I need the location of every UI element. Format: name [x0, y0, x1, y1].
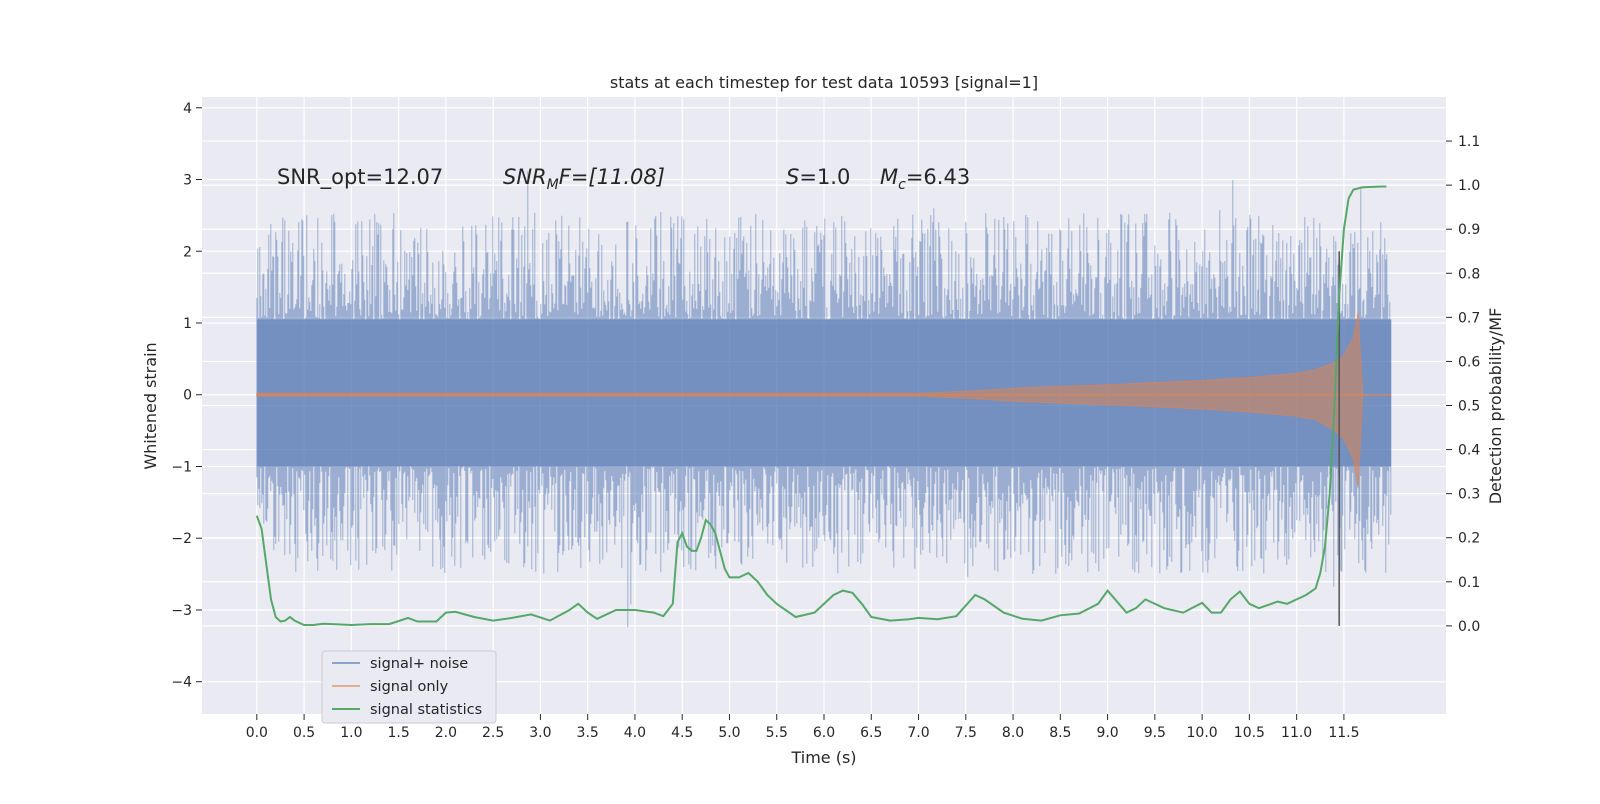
snr-mf-subscript: M — [547, 177, 559, 193]
x-tick-label: 1.0 — [340, 725, 362, 741]
y-right-tick-label: 1.1 — [1458, 134, 1480, 150]
y-right-tick-label: 0.7 — [1458, 310, 1480, 326]
mc-annotation: Mc=6.43 — [880, 165, 970, 193]
y-left-tick-label: −2 — [171, 531, 192, 547]
legend-box — [321, 650, 497, 724]
signal-statistics-series — [255, 185, 1387, 627]
y-right-tick-label: 0.2 — [1458, 531, 1480, 547]
x-tick-label: 4.5 — [671, 725, 693, 741]
x-tick-label: 7.0 — [907, 725, 929, 741]
y-left-tick-label: 4 — [183, 101, 192, 117]
y-axis-left-title: Whitened strain — [141, 342, 160, 469]
x-tick-label: 2.5 — [482, 725, 504, 741]
y-right-tick-label: 0.9 — [1458, 222, 1480, 238]
y-right-tick-label: 0.8 — [1458, 266, 1480, 282]
y-left-tick-label: 3 — [183, 173, 192, 189]
x-tick-label: 10.5 — [1234, 725, 1265, 741]
x-tick-label: 2.0 — [435, 725, 457, 741]
x-tick-label: 7.5 — [955, 725, 977, 741]
legend-label-signal-noise: signal+ noise — [370, 656, 468, 672]
x-tick-label: 5.5 — [766, 725, 788, 741]
x-tick-label: 3.5 — [577, 725, 599, 741]
y-left-tick-label: −4 — [171, 675, 192, 691]
y-right-tick-label: 0.4 — [1458, 443, 1480, 459]
ticks-layer: 0.0 0.5 1.0 1.5 2.0 2.5 3.0 3.5 4.0 4.5 5.0 5.5 6.0 6… — [171, 101, 1480, 741]
chart-title: stats at each timestep for test data 105… — [610, 73, 1038, 92]
legend: signal+ noise signal only signal statist… — [321, 650, 497, 724]
s-symbol: S — [786, 165, 799, 189]
x-tick-label: 6.0 — [813, 725, 835, 741]
y-right-tick-label: 0.6 — [1458, 354, 1480, 370]
snr-mf-annotation: SNRMF=[11.08] — [503, 165, 665, 193]
mc-subscript: c — [898, 177, 906, 193]
x-tick-label: 5.0 — [718, 725, 740, 741]
x-tick-label: 1.5 — [387, 725, 409, 741]
mc-symbol: M — [880, 165, 898, 189]
x-tick-label: 8.0 — [1002, 725, 1024, 741]
x-tick-label: 6.5 — [860, 725, 882, 741]
s-annotation: S=1.0 — [786, 165, 850, 189]
y-right-tick-label: 1.0 — [1458, 178, 1480, 194]
y-left-tick-label: 0 — [183, 388, 192, 404]
x-tick-label: 9.0 — [1096, 725, 1118, 741]
y-right-tick-label: 0.3 — [1458, 487, 1480, 503]
legend-label-signal-statistics: signal statistics — [370, 702, 482, 718]
y-left-tick-label: 1 — [183, 316, 192, 332]
x-tick-label: 8.5 — [1049, 725, 1071, 741]
x-tick-label: 0.0 — [246, 725, 268, 741]
y-right-tick-label: 0.1 — [1458, 575, 1480, 591]
x-tick-label: 4.0 — [624, 725, 646, 741]
mc-rest: =6.43 — [906, 165, 970, 189]
x-tick-label: 0.5 — [293, 725, 315, 741]
y-left-tick-label: 2 — [183, 244, 192, 260]
x-axis-title: Time (s) — [790, 748, 856, 767]
signal-statistics-line — [255, 185, 1387, 627]
y-right-tick-label: 0.5 — [1458, 399, 1480, 415]
y-left-tick-label: −3 — [171, 603, 192, 619]
snr-opt-annotation: SNR_opt=12.07 — [277, 165, 443, 190]
x-tick-label: 10.0 — [1187, 725, 1218, 741]
snr-mf-rest: F=[11.08] — [559, 165, 665, 189]
legend-label-signal-only: signal only — [370, 679, 449, 695]
y-left-tick-label: −1 — [171, 459, 192, 475]
s-rest: =1.0 — [799, 165, 850, 189]
x-tick-label: 11.5 — [1328, 725, 1359, 741]
y-right-tick-label: 0.0 — [1458, 619, 1480, 635]
x-tick-label: 11.0 — [1281, 725, 1312, 741]
x-tick-label: 9.5 — [1144, 725, 1166, 741]
snr-mf-symbol: SNR — [503, 165, 547, 189]
x-tick-label: 3.0 — [529, 725, 551, 741]
y-axis-right-title: Detection probability/MF — [1486, 308, 1505, 505]
